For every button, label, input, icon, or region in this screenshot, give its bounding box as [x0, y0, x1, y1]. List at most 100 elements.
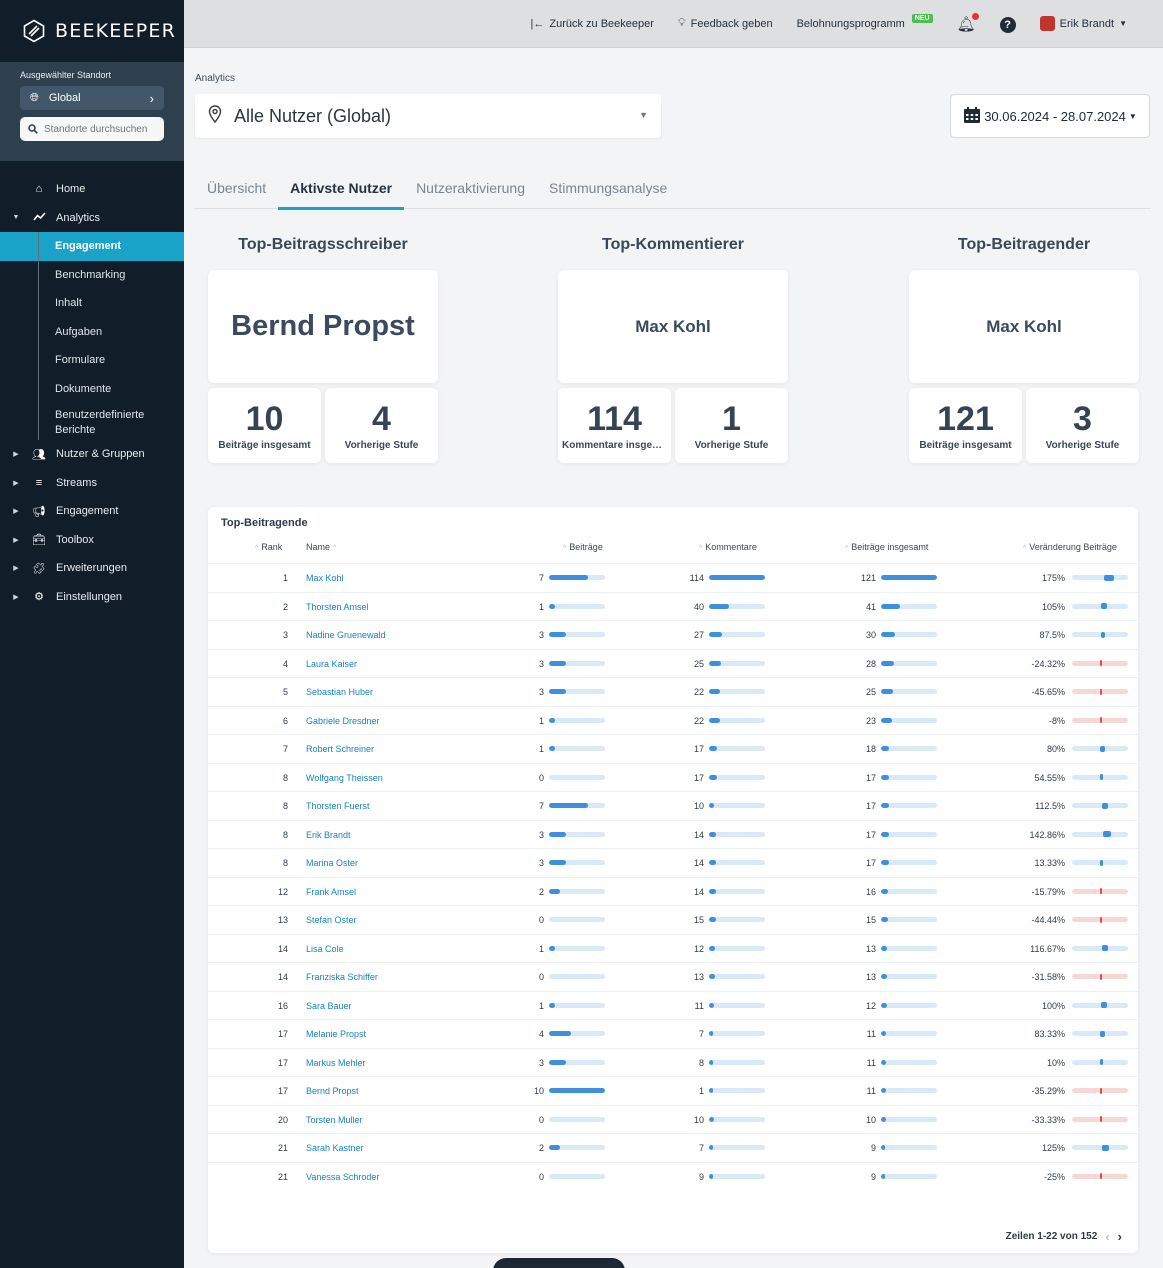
user-name-link[interactable]: Franziska Schiffer: [306, 972, 378, 982]
chevron-right-icon[interactable]: ›: [1117, 1229, 1122, 1244]
user-name-link[interactable]: Torsten Muller: [306, 1114, 363, 1125]
user-name-link[interactable]: Markus Mehler: [306, 1057, 366, 1068]
change-marker: [1101, 945, 1109, 951]
posts-bar: [549, 860, 605, 865]
user-name-link[interactable]: Lisa Cole: [306, 943, 344, 954]
tab-most-active-users[interactable]: Aktivste Nutzer: [278, 168, 404, 210]
nav-sub-engagement[interactable]: Engagement: [0, 232, 184, 261]
th-posts[interactable]: ^ Beiträge: [563, 542, 603, 552]
user-name-link[interactable]: Thorsten Amsel: [306, 601, 369, 612]
total-bar: [881, 632, 937, 637]
floating-pill[interactable]: [493, 1258, 625, 1268]
streams-icon: ≡: [35, 476, 43, 489]
date-range-picker[interactable]: 30.06.2024 - 28.07.2024 ▼: [950, 94, 1150, 138]
bell-icon[interactable]: 🔔︎: [957, 12, 979, 33]
nav-streams[interactable]: ▶ ≡ Streams: [0, 469, 184, 498]
comments-bar-fill: [709, 1173, 714, 1179]
chevron-left-icon[interactable]: ‹: [1105, 1229, 1110, 1244]
user-name-link[interactable]: Bernd Propst: [306, 1086, 359, 1096]
posts-bar: [549, 1031, 605, 1036]
user-name-link[interactable]: Melanie Propst: [306, 1029, 367, 1039]
th-name[interactable]: Name ^: [306, 542, 339, 552]
user-name-link[interactable]: Laura Kaiser: [306, 658, 358, 669]
user-name-link[interactable]: Sebastian Huber: [306, 687, 374, 697]
nav-users-groups[interactable]: ▶ 👥︎ Nutzer & Gruppen: [0, 440, 184, 469]
total-bar: [881, 1088, 937, 1093]
user-name-link[interactable]: Sarah Kastner: [306, 1143, 364, 1153]
location-search-input[interactable]: [44, 123, 154, 135]
posts-bar-fill: [549, 575, 589, 580]
change-marker: [1100, 774, 1104, 780]
posts-bar-fill: [549, 689, 566, 694]
user-menu[interactable]: Erik Brandt ▼: [1039, 16, 1127, 31]
change-value: 142.86%: [1029, 829, 1065, 840]
nav-sub-formulare[interactable]: Formulare: [0, 346, 184, 375]
comments-bar: [709, 945, 765, 951]
nav-toolbox[interactable]: ▶ 🧰︎ Toolbox: [0, 526, 184, 555]
th-change[interactable]: ^ Veränderung Beiträge: [1023, 542, 1117, 552]
feedback-link[interactable]: 💡︎ Feedback geben: [678, 17, 773, 30]
change-bar: [1072, 1173, 1128, 1179]
comments-bar-fill: [709, 660, 722, 666]
caret-down-icon: ▼: [12, 214, 20, 222]
user-name-link[interactable]: Vanessa Schroder: [306, 1171, 380, 1182]
stat-label: Beiträge insgesamt: [919, 440, 1012, 451]
change-value: 13.33%: [1034, 858, 1065, 868]
user-name-link[interactable]: Gabriele Dresdner: [306, 715, 380, 726]
help-icon[interactable]: ?: [999, 15, 1016, 33]
change-marker: [1101, 802, 1108, 809]
user-name-link[interactable]: Thorsten Fuerst: [306, 801, 370, 811]
nav-sub-benchmarking[interactable]: Benchmarking: [0, 260, 184, 290]
th-comments[interactable]: ^ Kommentare: [699, 542, 757, 552]
user-filter-select[interactable]: Alle Nutzer (Global) ▼: [195, 94, 661, 138]
location-search[interactable]: [20, 117, 164, 141]
tab-user-activation[interactable]: Nutzeraktivierung: [416, 180, 525, 196]
nav-settings-label: Einstellungen: [56, 590, 123, 603]
user-name-link[interactable]: Wolfgang Theissen: [306, 772, 383, 783]
stat-value: 114: [587, 400, 642, 438]
tab-sentiment-analysis[interactable]: Stimmungsanalyse: [549, 180, 668, 196]
nav-analytics[interactable]: ▼ Analytics: [0, 204, 184, 233]
user-name-link[interactable]: Stefan Oster: [306, 915, 357, 925]
user-name-link[interactable]: Robert Schreiner: [306, 744, 375, 754]
user-name-link[interactable]: Sara Bauer: [306, 1000, 352, 1011]
nav-sub-dokumente[interactable]: Dokumente: [0, 374, 184, 404]
user-name-link[interactable]: Erik Brandt: [306, 829, 351, 840]
nav-sub-aufgaben[interactable]: Aufgaben: [0, 317, 184, 347]
caret-right-icon: ▶: [13, 508, 19, 516]
th-rank[interactable]: ^ Rank: [255, 542, 282, 552]
nav-extensions[interactable]: ▶ 🧩︎ Erweiterungen: [0, 554, 184, 583]
table-row: 13 Stefan Oster 0 15 15 -44.44%: [208, 905, 1138, 934]
home-icon: ⌂: [35, 183, 43, 196]
nav-settings[interactable]: ▶ ⚙︎ Einstellungen: [0, 583, 184, 612]
total-bar: [881, 689, 937, 694]
change-marker: [1100, 660, 1102, 666]
nav-engagement[interactable]: ▶ 📢︎ Engagement: [0, 497, 184, 526]
total-value: 25: [865, 687, 876, 697]
nav-sub-custom-reports[interactable]: Benutzerdefinierte Berichte: [0, 403, 184, 440]
table-row: 8 Thorsten Fuerst 7 10 17 112.5%: [208, 791, 1138, 820]
total-value: 15: [865, 915, 876, 925]
nav-sub-inhalt[interactable]: Inhalt: [0, 289, 184, 318]
user-name-link[interactable]: Frank Amsel: [306, 886, 357, 897]
tab-overview[interactable]: Übersicht: [207, 180, 267, 196]
change-marker: [1101, 1002, 1107, 1008]
rank-cell: 14: [277, 943, 288, 954]
table-row: 6 Gabriele Dresdner 1 22 23 -8%: [208, 705, 1138, 735]
nav-home[interactable]: ⌂ Home: [0, 175, 184, 204]
caret-right-icon: ▶: [13, 451, 19, 459]
rewards-link[interactable]: Belohnungsprogramm NEU: [797, 14, 933, 30]
table-title: Top-Beitragende: [221, 517, 308, 529]
th-total[interactable]: ^ Beiträge insgesamt: [845, 542, 928, 552]
user-name-link[interactable]: Nadine Gruenewald: [306, 630, 386, 640]
calendar-icon: [963, 106, 981, 127]
user-name-link[interactable]: Max Kohl: [306, 573, 344, 583]
comments-value: 114: [689, 573, 704, 583]
table-row: 7 Robert Schreiner 1 17 18 80%: [208, 734, 1138, 763]
location-select[interactable]: 🌐︎ Global ›: [20, 86, 164, 110]
user-name-link[interactable]: Marina Oster: [306, 858, 359, 868]
back-link[interactable]: |← Zurück zu Beekeeper: [531, 18, 654, 30]
brand[interactable]: BEEKEEPER: [0, 0, 184, 62]
change-value: 80%: [1046, 744, 1065, 754]
total-bar: [881, 1031, 937, 1036]
